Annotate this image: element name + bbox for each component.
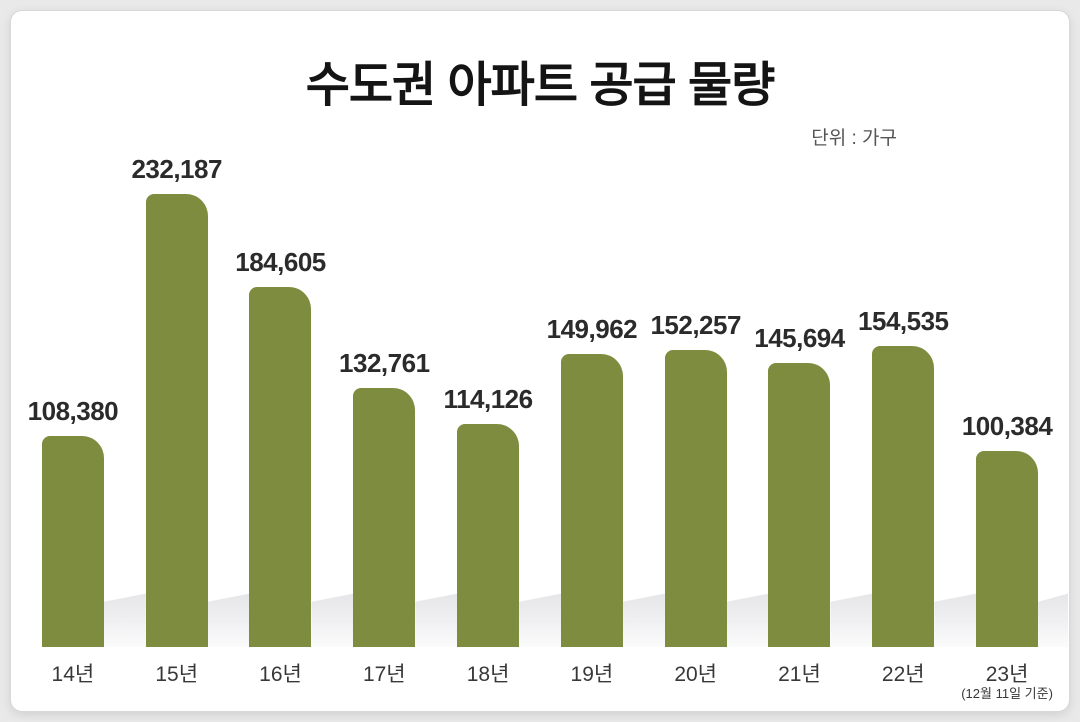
x-tick: 20년: [644, 663, 748, 701]
x-tick-label: 17년: [362, 663, 406, 686]
bar-floor-shadow: [207, 593, 250, 647]
chart-card: 수도권 아파트 공급 물량 단위 : 가구 108,380 232,187 18…: [10, 10, 1070, 712]
bar-group: 132,761: [332, 142, 458, 647]
bar-floor-shadow: [934, 593, 977, 647]
bar: [664, 349, 727, 647]
bar-value-label: 145,694: [754, 322, 845, 353]
bar-group: 184,605: [229, 142, 354, 647]
bar-group: 154,535: [851, 142, 977, 647]
bar-value-label: 154,535: [858, 305, 949, 336]
bar-value-label: 108,380: [27, 395, 119, 426]
bar-floor-shadow: [1038, 593, 1069, 647]
bar-floor-shadow: [726, 593, 769, 647]
bar-group: 114,126: [436, 142, 562, 647]
chart-title: 수도권 아파트 공급 물량: [305, 59, 776, 112]
x-tick-label: 14년: [51, 663, 95, 686]
x-tick: 15년: [125, 663, 229, 701]
bar: [976, 451, 1039, 647]
bar-value-label: 152,257: [650, 309, 741, 340]
x-tick-label: 21년: [778, 663, 821, 686]
x-tick: 16년: [229, 663, 333, 701]
x-tick-label: 16년: [259, 663, 302, 686]
x-tick: 17년: [332, 663, 436, 701]
bar-floor-shadow: [103, 593, 146, 647]
bar-value-label: 132,761: [339, 348, 430, 378]
x-tick: 19년: [540, 663, 644, 701]
bar: [41, 435, 104, 647]
bar-floor-shadow: [622, 593, 665, 647]
bar-group: 108,380: [21, 142, 146, 647]
x-tick: 22년: [851, 663, 955, 701]
bar-group: 100,384: [955, 142, 1069, 647]
x-tick: 18년: [436, 663, 540, 701]
x-tick: 21년: [748, 663, 852, 701]
unit-label: 단위 : 가구: [811, 128, 897, 149]
bar: [353, 388, 416, 647]
x-axis: 14년 15년 16년 17년 18년 19년 20년 21년 22년 23년 …: [21, 663, 1059, 701]
x-tick-note: (12월 11일 기준): [961, 686, 1053, 701]
x-tick: 14년: [21, 663, 125, 701]
bar-group: 232,187: [125, 142, 250, 647]
x-tick-label: 22년: [881, 663, 925, 686]
bar: [872, 345, 935, 647]
bar: [768, 362, 831, 647]
bar-floor-shadow: [519, 593, 562, 647]
bar-chart-plot-area: 108,380 232,187 184,605 132,761 114,126 …: [21, 142, 1069, 647]
bar: [145, 194, 208, 647]
bar-value-label: 184,605: [235, 246, 326, 277]
bar: [560, 354, 623, 647]
bar-floor-shadow: [415, 593, 458, 647]
bar: [249, 286, 312, 647]
bar-value-label: 114,126: [443, 384, 534, 415]
bar: [457, 424, 520, 647]
x-tick-label: 23년: [985, 663, 1029, 686]
x-tick: 23년 (12월 11일 기준): [955, 663, 1059, 701]
x-tick-label: 15년: [155, 663, 199, 686]
bar-group: 145,694: [748, 142, 873, 647]
x-tick-label: 19년: [570, 663, 614, 686]
bar-floor-shadow: [311, 593, 354, 647]
bar-floor-shadow: [830, 593, 873, 647]
x-tick-label: 20년: [674, 663, 718, 686]
bar-value-label: 100,384: [961, 411, 1053, 442]
bar-group: 152,257: [644, 142, 769, 647]
bar-value-label: 149,962: [546, 314, 638, 345]
bar-group: 149,962: [540, 142, 665, 647]
bar-value-label: 232,187: [131, 154, 222, 184]
x-tick-label: 18년: [466, 663, 510, 686]
